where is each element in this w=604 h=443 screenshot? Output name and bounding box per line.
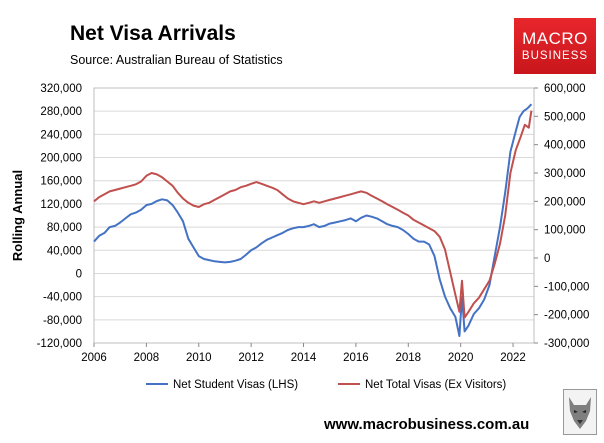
legend-total-label: Net Total Visas (Ex Visitors) — [365, 379, 506, 391]
y-left-tick-label: 320,000 — [40, 83, 82, 95]
y-left-tick-label: -80,000 — [43, 315, 82, 327]
y-left-tick-label: 200,000 — [40, 153, 82, 165]
wolf-logo-icon — [563, 389, 597, 435]
y-right-tick-label: 300,000 — [544, 168, 586, 180]
y-right-tick-label: 500,000 — [544, 111, 586, 123]
logo-line1: MACRO — [522, 29, 588, 48]
x-tick-label: 2020 — [448, 352, 474, 364]
y-right-tick-label: 400,000 — [544, 140, 586, 152]
x-tick-label: 2014 — [291, 352, 317, 364]
series-line-total-visas — [93, 110, 533, 319]
y-right-tick-label: 200,000 — [544, 196, 586, 208]
y-left-tick-label: -40,000 — [43, 292, 82, 304]
y-right-tick-label: 0 — [544, 253, 550, 265]
y-left-tick-label: 0 — [76, 268, 82, 280]
x-tick-label: 2016 — [343, 352, 369, 364]
y-left-tick-label: 120,000 — [40, 199, 82, 211]
x-tick-label: 2018 — [395, 352, 421, 364]
y-right-tick-label: 600,000 — [544, 83, 586, 95]
y-left-tick-label: 160,000 — [40, 176, 82, 188]
y-axis-label: Rolling Annual — [10, 170, 25, 261]
plot-frame — [93, 87, 535, 344]
y-left-tick-label: 240,000 — [40, 129, 82, 141]
chart-canvas: 320,000 280,000 240,000 200,000 160,000 120,0… — [10, 83, 589, 391]
y-left-tick-label: 80,000 — [47, 222, 82, 234]
footer-website: www.macrobusiness.com.au — [324, 416, 530, 433]
x-tick-label: 2022 — [500, 352, 526, 364]
chart-subtitle: Source: Australian Bureau of Statistics — [70, 53, 283, 67]
macrobusiness-logo: MACRO BUSINESS — [514, 18, 596, 74]
logo-line2: BUSINESS — [521, 50, 589, 62]
legend-student-label: Net Student Visas (LHS) — [173, 379, 298, 391]
series-line-student-visas — [93, 103, 533, 337]
x-tick-label: 2010 — [186, 352, 212, 364]
y-left-tick-label: 280,000 — [40, 106, 82, 118]
x-tick-label: 2012 — [238, 352, 264, 364]
y-right-tick-label: -100,000 — [544, 281, 589, 293]
y-right-tick-label: -200,000 — [544, 310, 589, 322]
chart-title: Net Visa Arrivals — [70, 22, 236, 45]
x-tick-label: 2006 — [81, 352, 107, 364]
x-tick-label: 2008 — [134, 352, 160, 364]
y-right-tick-label: -300,000 — [544, 338, 589, 350]
y-right-tick-label: 100,000 — [544, 225, 586, 237]
y-left-tick-label: 40,000 — [47, 245, 82, 257]
y-left-tick-label: -120,000 — [37, 338, 82, 350]
